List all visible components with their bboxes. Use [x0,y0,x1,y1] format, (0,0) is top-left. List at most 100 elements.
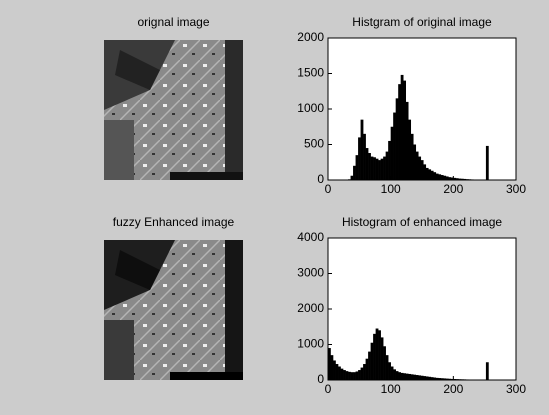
histogram-bar [378,330,381,380]
histogram-bar [406,374,409,380]
x-tick-label: 300 [506,382,526,396]
histogram-bar [486,362,489,380]
histogram-bar [426,376,429,380]
histogram-bar [416,375,419,380]
histogram-bar [486,146,489,180]
x-tick-label: 200 [443,382,463,396]
histogram-bar [376,329,379,380]
histogram-bar [346,371,349,380]
histogram-bar [391,127,394,180]
histogram-bar [366,148,369,180]
histogram-bar [376,159,379,180]
histogram-bar [351,176,354,180]
histogram-bar [413,145,416,181]
y-tick-label: 0 [317,172,324,186]
histogram-bar [436,174,439,180]
x-tick-label: 100 [381,382,401,396]
x-tick-label: 0 [325,182,332,196]
y-tick-label: 1500 [297,66,324,80]
histogram-bar [438,174,441,180]
histogram-bar [408,374,411,380]
histogram-bar [421,160,424,180]
figure: orignal image05001000150020000100200300H… [0,0,549,415]
histogram-bar [341,369,344,380]
histogram-bar [403,81,406,180]
y-tick-label: 3000 [297,266,324,280]
chart-title: Histogram of enhanced image [342,215,502,229]
histogram-bar [381,159,384,180]
histogram-bar [388,141,391,180]
histogram-bar [423,164,426,180]
histogram-bar [431,171,434,180]
histogram-bar [401,75,404,180]
chart-title: Histgram of original image [352,15,492,29]
histogram-bar [416,152,419,180]
histogram-bar [338,367,341,380]
histogram-bar [356,371,359,380]
histogram-bar [398,84,401,180]
histogram-bar [368,153,371,180]
histogram-bar [413,375,416,380]
histogram-bar [378,160,381,180]
histogram-bar [353,372,356,380]
histogram-bar [433,172,436,180]
x-tick-label: 300 [506,182,526,196]
histogram-bar [411,134,414,180]
histogram-bar [381,337,384,380]
page: {"chart_data": [ {"type": "image", "titl… [0,0,549,415]
histogram-bar [446,176,449,180]
chart-title: orignal image [137,15,209,29]
histogram-bar [386,152,389,180]
histogram-bar [393,113,396,180]
image-enhanced [104,240,243,380]
image-original [104,40,243,180]
y-tick-label: 1000 [297,101,324,115]
histogram-bar [396,98,399,180]
histogram-bar [361,120,364,180]
histogram-bar [426,168,429,180]
histogram-bar [401,373,404,380]
histogram-bar [331,355,334,380]
histogram-bar [441,175,444,180]
histogram-bar [418,157,421,180]
histogram-bar [368,352,371,380]
histogram-bar [353,166,356,180]
x-tick-label: 0 [325,382,332,396]
histogram-bar [363,134,366,180]
histogram-bar [363,364,366,380]
chart-title: fuzzy Enhanced image [113,215,235,229]
histogram-bar [373,157,376,180]
histogram-bar [336,364,339,380]
histogram-bar [358,370,361,380]
histogram-bar [351,372,354,380]
histogram-bar [411,374,414,380]
histogram-bar [406,102,409,180]
y-tick-label: 2000 [297,301,324,315]
histogram-bar [366,359,369,380]
histogram-bar [386,355,389,380]
x-tick-label: 200 [443,182,463,196]
histogram-bar [418,375,421,380]
y-tick-label: 0 [317,372,324,386]
histogram-bar [371,343,374,380]
histogram-bar [393,369,396,380]
histogram-bar [383,157,386,180]
y-tick-label: 1000 [297,337,324,351]
histogram-bar [358,137,361,180]
y-tick-label: 500 [304,137,324,151]
histogram-bar [423,376,426,380]
histogram-bar [428,169,431,180]
histogram-bar [361,368,364,380]
histogram-bar [371,157,374,180]
histogram-bar [348,372,351,380]
histogram-bar [356,155,359,180]
histogram-bar [333,360,336,380]
histogram-bar [421,376,424,380]
histogram-bar [398,372,401,380]
histogram-bar [443,176,446,180]
histogram-bar [396,371,399,380]
histogram-bar [373,334,376,380]
histogram-bar [408,120,411,180]
plot-area [328,238,516,380]
y-tick-label: 2000 [297,30,324,44]
